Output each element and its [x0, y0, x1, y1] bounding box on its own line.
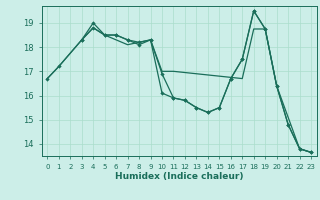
X-axis label: Humidex (Indice chaleur): Humidex (Indice chaleur) — [115, 172, 244, 181]
